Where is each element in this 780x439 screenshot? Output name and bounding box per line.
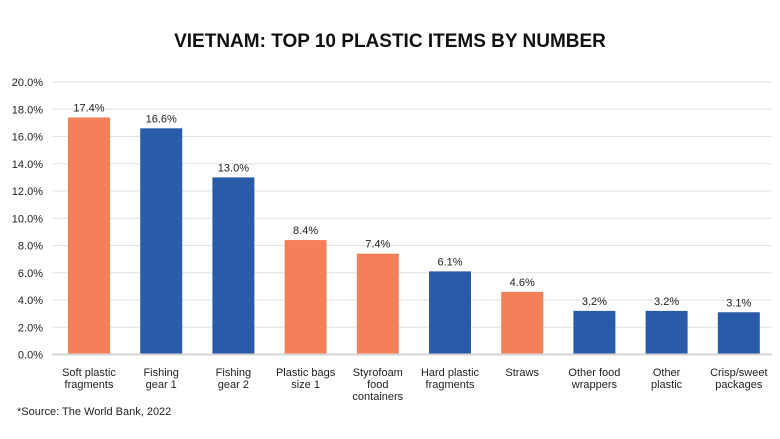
data-label: 3.2% xyxy=(582,296,607,308)
bars xyxy=(68,117,760,354)
bar xyxy=(573,310,616,354)
x-category-label: Fishing gear 2 xyxy=(216,367,251,391)
data-label: 4.6% xyxy=(510,277,535,289)
data-label: 3.1% xyxy=(726,297,751,309)
bar xyxy=(645,310,688,354)
y-tick-label: 4.0% xyxy=(18,295,43,307)
x-category-label: Styrofoam food containers xyxy=(352,367,403,403)
y-tick-label: 2.0% xyxy=(18,322,43,334)
x-axis-categories: Soft plastic fragments Fishing gear 1 Fishin… xyxy=(62,367,767,403)
y-tick-label: 10.0% xyxy=(12,213,43,225)
bar xyxy=(68,117,110,354)
y-tick-label: 20.0% xyxy=(12,77,43,89)
y-tick-label: 6.0% xyxy=(18,268,43,280)
data-label: 16.6% xyxy=(146,113,177,125)
y-tick-label: 8.0% xyxy=(18,241,43,253)
data-label: 13.0% xyxy=(218,162,249,174)
y-tick-label: 18.0% xyxy=(12,104,43,116)
x-category-label: Hard plastic fragments xyxy=(421,367,480,391)
bar xyxy=(717,312,760,354)
chart-title: VIETNAM: TOP 10 PLASTIC ITEMS BY NUMBER xyxy=(174,31,606,52)
y-tick-label: 12.0% xyxy=(12,186,43,198)
bar xyxy=(356,253,399,354)
y-axis-ticks: 0.0% 2.0% 4.0% 6.0% 8.0% 10.0% 12.0% 14.0% 16.0%… xyxy=(12,77,43,362)
y-tick-label: 14.0% xyxy=(12,159,43,171)
data-label: 7.4% xyxy=(365,239,390,251)
data-label: 8.4% xyxy=(293,225,318,237)
x-category-label: Other plastic xyxy=(651,367,683,391)
bar xyxy=(212,177,255,354)
y-tick-label: 16.0% xyxy=(12,132,43,144)
x-category-label: Crisp/sweet packages xyxy=(710,367,767,391)
x-category-label: Fishing gear 1 xyxy=(143,367,178,391)
bar xyxy=(284,240,327,354)
bar xyxy=(140,128,183,354)
data-label: 3.2% xyxy=(654,296,679,308)
source-note: *Source: The World Bank, 2022 xyxy=(17,406,171,418)
x-category-label: Other food wrappers xyxy=(568,367,620,391)
data-label: 17.4% xyxy=(73,102,104,114)
bar xyxy=(429,271,471,354)
y-tick-label: 0.0% xyxy=(18,350,43,362)
data-label: 6.1% xyxy=(437,256,462,268)
x-category-label: Plastic bags size 1 xyxy=(276,367,336,391)
x-category-label: Straws xyxy=(505,367,539,379)
bar xyxy=(501,291,544,354)
data-labels: 17.4% 16.6% 13.0% 8.4% 7.4% 6.1% 4.6% 3.2% 3.2% 3… xyxy=(73,102,751,309)
x-category-label: Soft plastic fragments xyxy=(62,367,116,391)
